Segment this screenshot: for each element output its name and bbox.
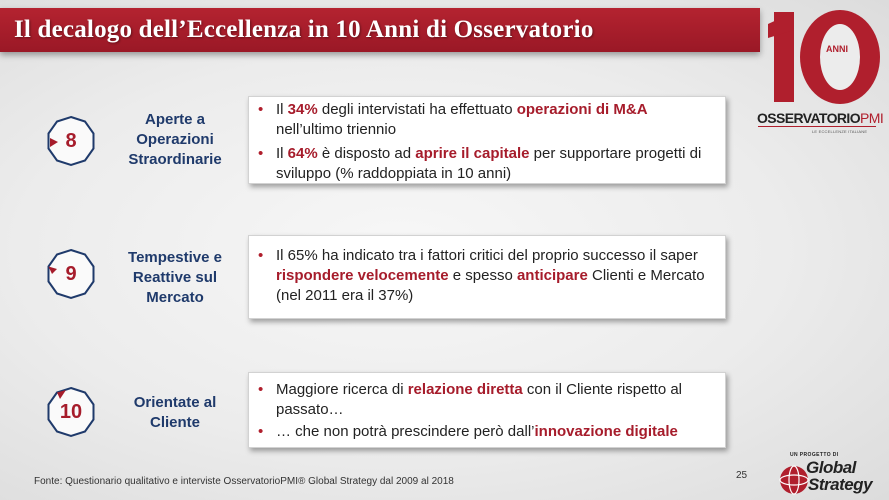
page-title: Il decalogo dell’Eccellenza in 10 Anni d… (14, 16, 594, 43)
bullet-text: Il 65% ha indicato tra i fattori critici… (258, 246, 718, 306)
plain-text: … che non potrà prescindere però dall’ (276, 423, 535, 440)
bullet-dot: • (258, 423, 264, 440)
category-label: Aperte a Operazioni Straordinarie (128, 111, 222, 168)
bullet-dot: • (258, 101, 264, 118)
bullet-text: Maggiore ricerca di relazione diretta co… (258, 380, 718, 420)
plain-text: è disposto ad (317, 145, 416, 162)
badge-number: 9 (65, 262, 77, 285)
badge-number: 8 (65, 129, 77, 152)
highlight-text: anticipare (516, 267, 588, 284)
plain-text: Clienti e Mercato (nel 2011 era il 37%) (276, 267, 705, 304)
badge-10: 10 (44, 385, 98, 439)
badge-8: 8 (44, 114, 98, 168)
logo-divider (758, 126, 876, 127)
highlight-text: rispondere velocemente (276, 267, 449, 284)
ten-years-logo: ANNI (768, 0, 886, 112)
info-box-9 (248, 235, 726, 319)
project-by-label: UN PROGETTO DI (790, 452, 839, 458)
global-strategy-line2: Strategy (808, 475, 873, 494)
badge-number: 10 (59, 400, 83, 423)
source-footnote: Fonte: Questionario qualitativo e interv… (34, 476, 454, 487)
title-bar: Il decalogo dell’Eccellenza in 10 Anni d… (0, 8, 760, 52)
ten-years-label: ANNI (826, 44, 848, 54)
global-strategy-line1: Global (806, 458, 856, 477)
osservatorio-logo: OSSERVATORIOPMI (757, 110, 884, 126)
plain-text: per supportare progetti di sviluppo (% r… (276, 145, 702, 182)
bullet-text: … che non potrà prescindere però dall’in… (258, 422, 718, 442)
bullet-item: • Il 65% ha indicato tra i fattori criti… (258, 246, 718, 306)
highlight-text: operazioni di M&A (516, 101, 648, 118)
bullet-item: • Maggiore ricerca di relazione diretta … (258, 380, 718, 420)
plain-text: Il 65% ha indicato tra i fattori critici… (276, 247, 698, 264)
bullet-text: Il 34% degli intervistati ha effettuato … (258, 100, 718, 140)
highlight-text: relazione diretta (407, 381, 523, 398)
highlight-text: 64% (287, 145, 318, 162)
plain-text: Il (276, 101, 288, 118)
category-label: Tempestive e Reattive sul Mercato (128, 249, 222, 306)
osservatorio-tagline: LE ECCELLENZE ITALIANE (812, 129, 868, 134)
plain-text: e spesso (448, 267, 517, 284)
bullet-item: • Il 64% è disposto ad aprire il capital… (258, 144, 718, 184)
page-number: 25 (736, 470, 748, 481)
bullet-item: • Il 34% degli intervistati ha effettuat… (258, 100, 718, 140)
bullet-dot: • (258, 247, 264, 264)
osservatorio-pmi: PMI (860, 110, 884, 126)
bullet-text: Il 64% è disposto ad aprire il capitale … (258, 144, 718, 184)
plain-text: nell’ultimo triennio (276, 121, 397, 138)
highlight-text: innovazione digitale (534, 423, 678, 440)
plain-text: Il (276, 145, 288, 162)
info-box-10 (248, 372, 726, 448)
info-box-8 (248, 96, 726, 184)
highlight-text: aprire il capitale (415, 145, 530, 162)
bullet-item: • … che non potrà prescindere però dall’… (258, 422, 718, 442)
global-strategy-logo: Global Strategy (778, 458, 882, 498)
badge-9: 9 (44, 247, 98, 301)
plain-text: degli intervistati ha effettuato (317, 101, 517, 118)
osservatorio-name: OSSERVATORIO (757, 110, 861, 126)
bullet-dot: • (258, 145, 264, 162)
plain-text: con il Cliente rispetto al passato… (276, 381, 683, 418)
plain-text: Maggiore ricerca di (276, 381, 408, 398)
category-label: Orientate al Cliente (133, 394, 217, 431)
bullet-dot: • (258, 381, 264, 398)
highlight-text: 34% (287, 101, 318, 118)
